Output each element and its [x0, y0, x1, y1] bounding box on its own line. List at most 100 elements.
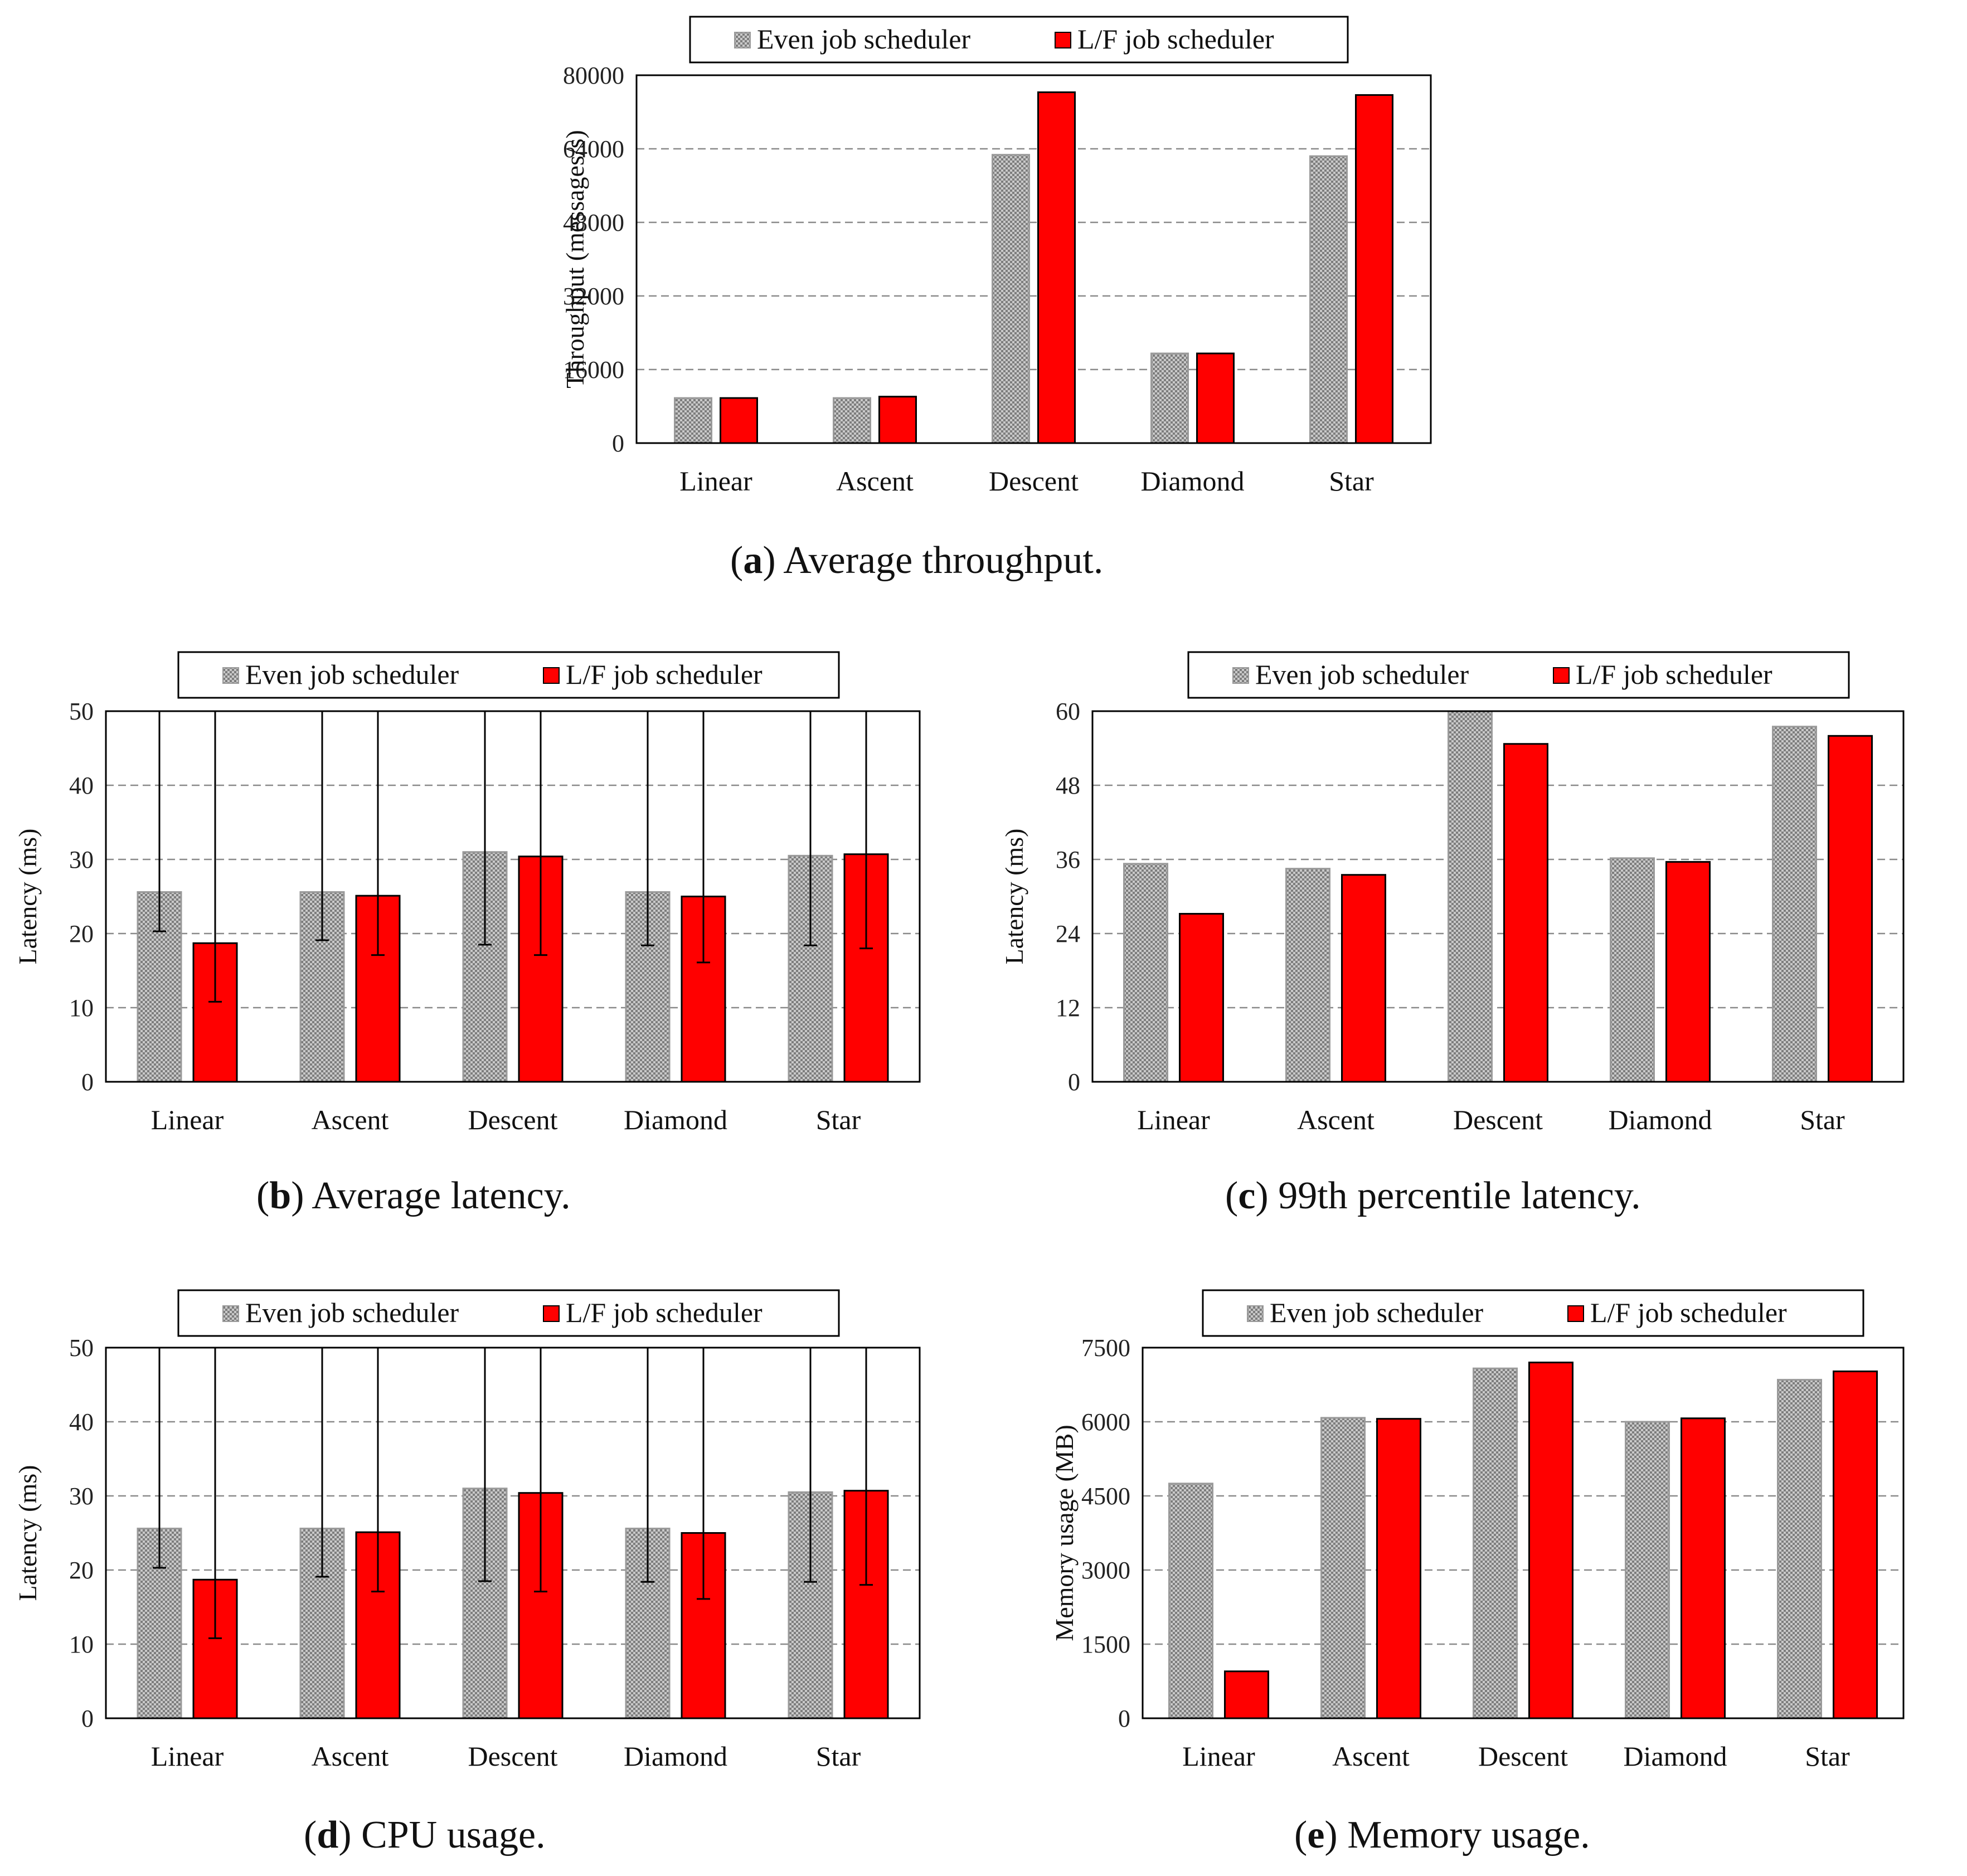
legend-swatch-even [1247, 1305, 1264, 1322]
plot-frame [1091, 710, 1905, 1083]
y-tick-label: 32000 [563, 283, 624, 310]
bar-lf [1355, 94, 1393, 444]
chart-e: 0 1500 3000 4500 6000 7500 Linear Ascent Descent… [1050, 1289, 1905, 1856]
bar-even [1320, 1417, 1366, 1719]
bar-lf [878, 396, 917, 444]
category-label: Descent [989, 465, 1079, 497]
legend-swatch-even [734, 32, 751, 48]
legend-swatch-even [1232, 667, 1249, 684]
caption-text: 99th percentile latency. [1269, 1174, 1641, 1217]
category-label: Ascent [836, 465, 914, 497]
category-label: Ascent [1297, 1104, 1375, 1135]
legend-box [177, 651, 840, 699]
caption-paren-open: ( [730, 539, 743, 582]
y-tick-label: 16000 [563, 356, 624, 383]
bar-even [833, 397, 871, 444]
caption-letter: d [317, 1814, 338, 1856]
bar-even [1285, 868, 1330, 1083]
caption-paren-open: ( [1225, 1174, 1238, 1217]
bar-even [1150, 352, 1189, 444]
y-tick-label: 30 [69, 846, 94, 873]
y-axis-label: Throughput (messages/s) [561, 130, 589, 388]
y-tick-label: 64000 [563, 135, 624, 163]
legend-swatch-lf [543, 1305, 560, 1322]
y-tick-label: 48000 [563, 209, 624, 236]
legend-box [177, 1289, 840, 1337]
caption-paren-open: ( [256, 1174, 269, 1217]
category-label: Linear [1182, 1741, 1255, 1772]
caption-letter: c [1238, 1174, 1255, 1217]
caption-text: CPU usage. [352, 1814, 546, 1856]
caption-text: Average throughput. [776, 539, 1104, 582]
chart-d: 0 10 20 30 40 50 Linear Ascent Descent Diamond Sta… [13, 1289, 921, 1856]
category-label: Diamond [1623, 1741, 1727, 1772]
legend-swatch-lf [543, 667, 560, 684]
y-tick-label: 12 [1056, 994, 1080, 1022]
plot-frame [105, 1347, 921, 1719]
category-label: Descent [1478, 1741, 1568, 1772]
bar-lf [720, 397, 758, 444]
y-tick-label: 3000 [1081, 1557, 1130, 1584]
legend-label-even: Even job scheduler [245, 659, 459, 690]
y-axis-label: Memory usage (MB) [1050, 1425, 1079, 1641]
y-tick-label: 7500 [1081, 1334, 1130, 1362]
caption-paren-close: ) [1324, 1814, 1337, 1856]
bar-lf [1681, 1417, 1726, 1719]
legend: Even job scheduler L/F job scheduler [177, 651, 840, 699]
y-tick-label: 50 [69, 698, 94, 725]
bar-lf [1828, 735, 1873, 1083]
y-tick-label: 0 [81, 1068, 94, 1096]
y-tick-label: 40 [69, 1408, 94, 1436]
legend: Even job scheduler L/F job scheduler [177, 1289, 840, 1337]
y-tick-label: 10 [69, 1631, 94, 1658]
legend: Even job scheduler L/F job scheduler [1202, 1289, 1864, 1337]
legend-label-even: Even job scheduler [245, 1297, 459, 1328]
y-tick-label: 36 [1056, 846, 1080, 873]
y-axis-label: Latency (ms) [13, 1465, 42, 1601]
legend-swatch-even [222, 1305, 239, 1322]
bar-even [1610, 857, 1655, 1083]
caption-text: Average latency. [304, 1174, 571, 1217]
category-label: Linear [679, 465, 752, 497]
y-tick-label: 4500 [1081, 1483, 1130, 1510]
legend-label-lf: L/F job scheduler [1590, 1297, 1787, 1328]
category-label: Linear [151, 1104, 224, 1135]
plot-frame [105, 710, 921, 1083]
bar-even [1473, 1367, 1518, 1719]
legend: Even job scheduler L/F job scheduler [689, 16, 1349, 64]
y-tick-label: 1500 [1081, 1631, 1130, 1658]
y-tick-label: 6000 [1081, 1408, 1130, 1436]
bar-lf [1037, 91, 1076, 444]
y-tick-label: 0 [612, 430, 624, 457]
bar-even [1777, 1379, 1822, 1719]
caption: (b) Average latency. [256, 1174, 571, 1217]
plot-frame [1142, 1347, 1905, 1719]
caption-paren-open: ( [1294, 1814, 1307, 1856]
bar-lf [1528, 1362, 1573, 1719]
category-label: Linear [151, 1741, 224, 1772]
y-tick-label: 0 [1118, 1705, 1130, 1732]
bar-even [1168, 1483, 1213, 1719]
caption-paren-close: ) [291, 1174, 304, 1217]
caption-letter: e [1307, 1814, 1324, 1856]
caption-letter: a [743, 539, 762, 582]
legend-box [689, 16, 1349, 64]
caption: (e) Memory usage. [1294, 1814, 1590, 1856]
bar-lf [1503, 743, 1548, 1083]
category-label: Descent [468, 1104, 557, 1135]
legend-swatch-lf [1567, 1305, 1584, 1322]
legend-label-even: Even job scheduler [1255, 659, 1469, 690]
bar-lf [1341, 874, 1386, 1083]
y-tick-label: 48 [1056, 772, 1080, 799]
category-label: Star [1805, 1741, 1850, 1772]
y-axis-label: Latency (ms) [13, 829, 42, 965]
legend-swatch-lf [1553, 667, 1570, 684]
y-tick-label: 0 [1068, 1068, 1080, 1096]
caption-paren-close: ) [1255, 1174, 1268, 1217]
bar-lf [1224, 1670, 1269, 1719]
bar-even [1772, 726, 1817, 1083]
y-tick-label: 0 [81, 1705, 94, 1732]
caption-paren-close: ) [338, 1814, 351, 1856]
legend-box [1187, 651, 1850, 699]
category-label: Star [816, 1741, 861, 1772]
